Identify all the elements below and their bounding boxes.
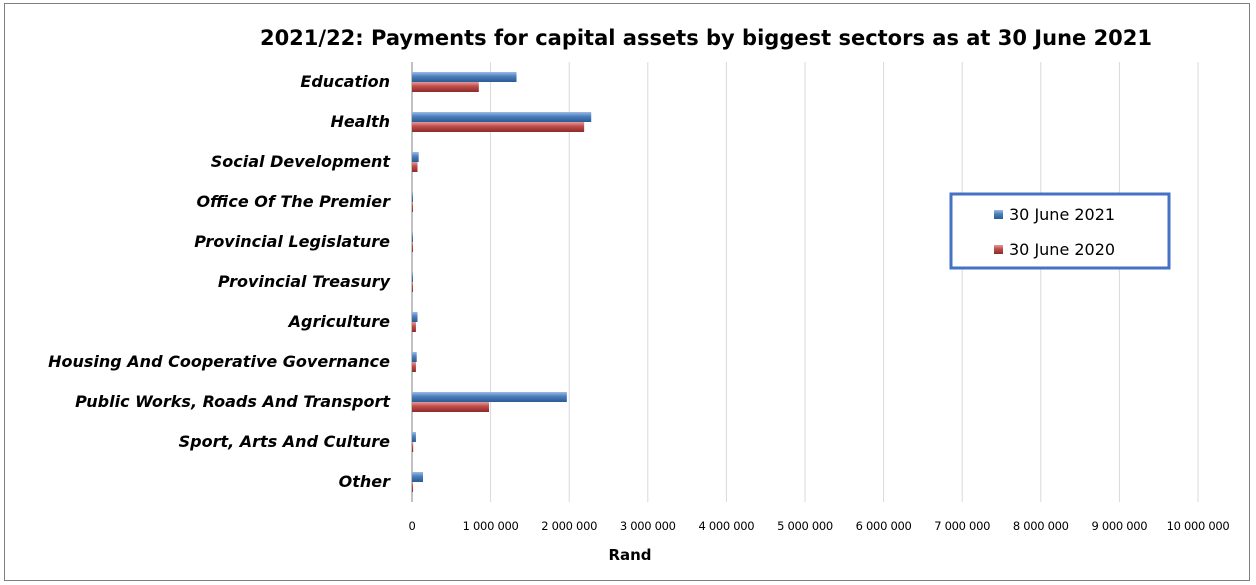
bar-2020 [412, 282, 413, 292]
x-tick-label: 0 [408, 519, 415, 533]
bar-2020 [412, 122, 585, 132]
x-tick-label: 10 000 000 [1167, 519, 1230, 533]
bar-2020 [412, 402, 490, 412]
legend-label-2020: 30 June 2020 [1009, 240, 1115, 259]
x-tick-label: 3 000 000 [620, 519, 676, 533]
bar-2020 [412, 82, 479, 92]
bar-2020 [412, 482, 413, 492]
category-label: Social Development [211, 152, 392, 171]
bar-2020 [412, 202, 413, 212]
category-label: Provincial Treasury [218, 272, 391, 291]
x-tick-label: 2 000 000 [541, 519, 597, 533]
category-label: Sport, Arts And Culture [179, 432, 391, 451]
bar-2021 [412, 472, 424, 482]
x-tick-label: 7 000 000 [934, 519, 990, 533]
bar-2021 [412, 392, 567, 402]
category-label: Housing And Cooperative Governance [48, 352, 390, 371]
chart-frame [4, 3, 1250, 581]
legend-label-2021: 30 June 2021 [1009, 205, 1115, 224]
bar-2020 [412, 362, 416, 372]
chart-title: 2021/22: Payments for capital assets by … [260, 26, 1152, 50]
category-labels: Education Health Social Development Office … [48, 72, 391, 491]
gridlines [411, 62, 1199, 502]
category-label: Health [330, 112, 390, 131]
x-tick-label: 9 000 000 [1091, 519, 1147, 533]
x-tick-label: 1 000 000 [463, 519, 519, 533]
category-label: Other [339, 472, 391, 491]
category-label: Provincial Legislature [194, 232, 390, 251]
category-label: Public Works, Roads And Transport [75, 392, 391, 411]
bar-2021 [412, 312, 418, 322]
category-label: Agriculture [287, 312, 391, 331]
x-tick-label: 6 000 000 [856, 519, 912, 533]
bar-2020 [412, 322, 416, 332]
x-tick-label: 8 000 000 [1013, 519, 1069, 533]
bar-2021 [412, 112, 592, 122]
bar-2021 [412, 272, 413, 282]
bar-2021 [412, 432, 416, 442]
legend: 30 June 2021 30 June 2020 [949, 192, 1171, 270]
x-tick-labels: 0 1 000 000 2 000 000 3 000 000 4 000 000 5 0… [408, 519, 1229, 533]
bar-2021 [412, 72, 517, 82]
bar-2020 [412, 442, 414, 452]
bar-2021 [412, 352, 417, 362]
x-tick-label: 5 000 000 [777, 519, 833, 533]
category-label: Office Of The Premier [197, 192, 392, 211]
legend-swatch-2021 [994, 210, 1003, 219]
bar-2021 [412, 152, 419, 162]
legend-swatch-2020 [994, 245, 1003, 254]
bars [412, 72, 592, 492]
x-axis-label: Rand [608, 546, 651, 564]
legend-box [949, 192, 1171, 270]
bar-2021 [412, 232, 413, 242]
bar-2021 [412, 192, 413, 202]
category-label: Education [300, 72, 390, 91]
x-tick-label: 4 000 000 [698, 519, 754, 533]
bar-2020 [412, 242, 413, 252]
bar-2020 [412, 162, 418, 172]
